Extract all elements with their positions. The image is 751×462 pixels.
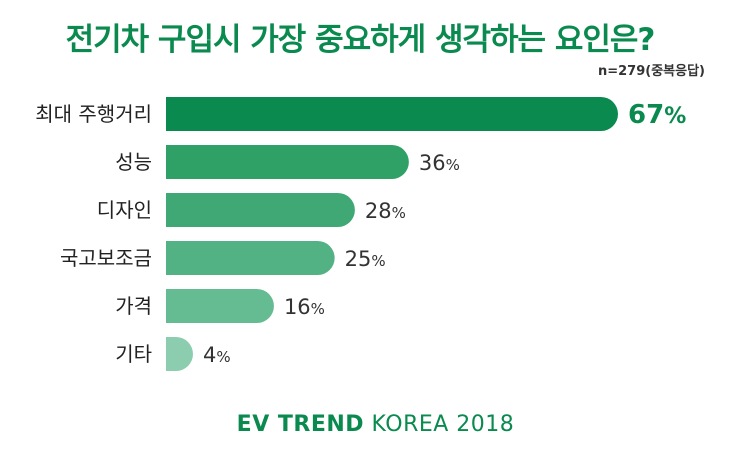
value-label: 4%: [203, 343, 231, 367]
sample-note: n=279(중복응답): [597, 64, 705, 79]
value-label: 28%: [365, 199, 406, 223]
bar: [166, 193, 355, 227]
value-label: 16%: [284, 295, 325, 319]
category-label: 디자인: [97, 198, 152, 222]
bar: [166, 241, 335, 275]
bar: [166, 289, 274, 323]
category-label: 기타: [115, 342, 152, 366]
chart-title: 전기차 구입시 가장 중요하게 생각하는 요인은?: [65, 22, 656, 58]
value-label: 67%: [628, 100, 686, 130]
category-label: 성능: [115, 150, 152, 174]
footer: EV TREND KOREA 2018: [0, 412, 751, 437]
category-label: 가격: [115, 294, 152, 318]
value-label: 25%: [345, 247, 386, 271]
category-label: 최대 주행거리: [35, 102, 152, 126]
bar: [166, 97, 618, 131]
value-label: 36%: [419, 151, 460, 175]
footer-rest: KOREA 2018: [364, 412, 515, 437]
footer-brand: EV TREND: [236, 412, 365, 437]
bar: [166, 145, 409, 179]
category-label: 국고보조금: [60, 246, 152, 270]
bar: [166, 337, 193, 371]
